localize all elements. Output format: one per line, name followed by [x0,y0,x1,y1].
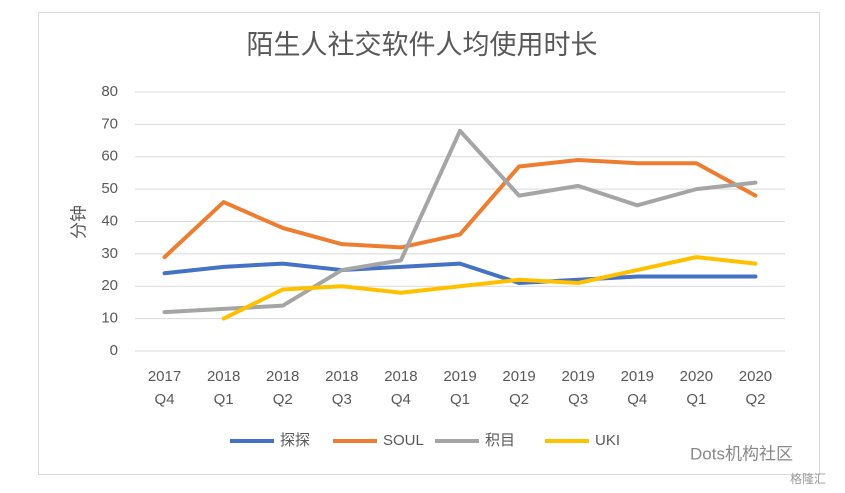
x-tick-label: Q1 [450,391,470,408]
x-tick-label: Q4 [627,391,647,408]
x-tick-label: Q4 [155,391,175,408]
x-tick-label: 2020 [680,368,713,385]
x-tick-label: Q3 [568,391,588,408]
x-tick-label: 2017 [148,368,181,385]
x-tick-label: Q3 [332,391,352,408]
y-tick-label: 0 [110,342,118,359]
x-tick-label: Q4 [391,391,411,408]
x-tick-label: 2018 [266,368,299,385]
series-line [162,261,758,286]
x-tick-label: Q2 [273,391,293,408]
x-tick-label: 2019 [561,368,594,385]
x-tick-label: 2018 [207,368,240,385]
y-tick-label: 40 [101,212,118,229]
y-tick-label: 80 [101,83,118,100]
legend-label: UKI [595,432,620,449]
x-tick-label: 2019 [502,368,535,385]
watermark-small: 格隆汇 [790,471,826,486]
legend-label: SOUL [383,432,424,449]
x-tick-label: Q1 [214,391,234,408]
x-tick-label: Q2 [745,391,765,408]
legend-label: 积目 [485,432,515,449]
watermark: Dots机构社区 [690,444,793,463]
legend-label: 探探 [280,432,310,449]
y-tick-label: 70 [101,115,118,132]
y-tick-label: 30 [101,245,118,262]
y-tick-label: 50 [101,180,118,197]
x-tick-label: 2019 [443,368,476,385]
chart-border [38,12,820,475]
series-line [221,255,758,321]
x-tick-label: Q2 [509,391,529,408]
series-line [162,157,758,260]
x-tick-label: Q1 [686,391,706,408]
y-tick-label: 10 [101,310,118,327]
chart-title: 陌生人社交软件人均使用时长 [247,30,598,60]
series-line [162,128,758,315]
y-tick-label: 60 [101,148,118,165]
x-tick-label: 2018 [325,368,358,385]
x-tick-label: 2020 [739,368,772,385]
y-tick-label: 20 [101,277,118,294]
x-tick-label: 2018 [384,368,417,385]
x-tick-label: 2019 [621,368,654,385]
y-axis-label: 分钟 [69,205,88,239]
